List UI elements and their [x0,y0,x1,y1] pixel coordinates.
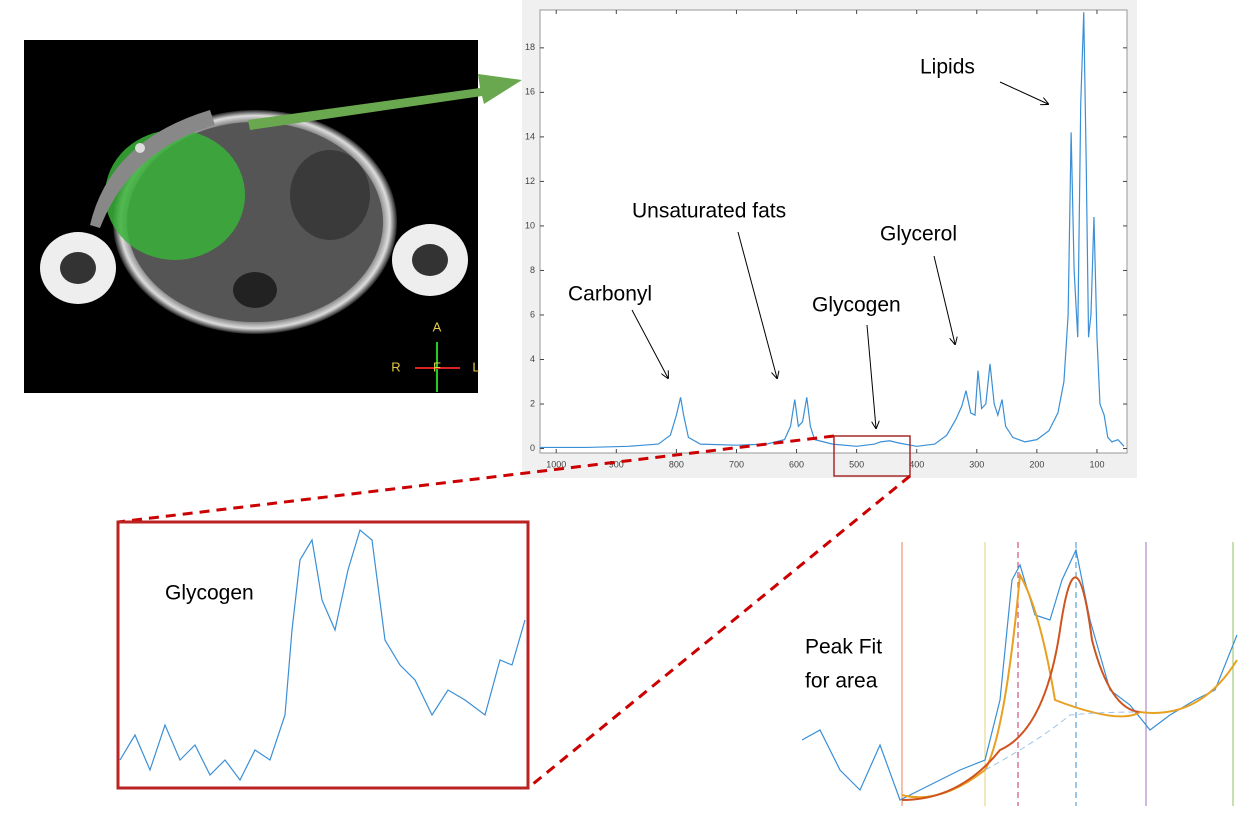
annotation-arrow [866,324,876,428]
y-tick-label: 12 [525,176,535,186]
x-tick-label: 100 [1089,459,1104,469]
pointer-arrow [248,74,522,130]
plot-area [539,9,1128,454]
annotation: Glycogen [812,294,901,317]
x-tick-label: 600 [789,459,804,469]
orientation-label: R [391,359,400,374]
annotation-arrow [933,255,955,344]
x-tick-label: 700 [729,459,744,469]
orientation-label: F [433,359,441,374]
x-tick-label: 200 [1029,459,1044,469]
y-tick-label: 10 [525,220,535,230]
x-tick-label: 300 [969,459,984,469]
spectrum: 0 2 4 6 8 10 12 14 16 18 1000 900 800 700 600 500 400 300… [525,10,1127,469]
annotation: Glycerol [880,223,957,246]
y-tick-label: 8 [530,265,535,275]
x-tick-label: 800 [669,459,684,469]
inset-box [116,520,530,790]
y-tick-label: 4 [530,354,535,364]
y-tick-label: 16 [525,87,535,97]
peak-fit-label: Peak Fit [805,636,882,659]
orientation-label: L [472,359,479,374]
peak-fit [801,542,1238,806]
x-tick-label: 500 [849,459,864,469]
annotation: Carbonyl [568,283,652,306]
y-tick-label: 0 [530,443,535,453]
annotation: Lipids [920,56,975,79]
annotation-arrow [999,81,1048,104]
mri-image: A R F L [24,40,480,393]
peak-fit-label: for area [805,670,878,693]
annotation-arrow [631,309,668,378]
y-tick-label: 2 [530,398,535,408]
y-tick-label: 6 [530,309,535,319]
x-tick-label: 400 [909,459,924,469]
orientation-label: A [433,319,442,334]
inset-spectrum [119,528,526,782]
zoom-line [527,474,911,790]
zoom-line [117,434,835,524]
y-tick-label: 14 [525,131,535,141]
annotation-arrow [737,231,777,378]
y-tick-label: 18 [525,42,535,52]
annotation: Unsaturated fats [632,200,786,223]
inset-label: Glycogen [165,582,254,605]
x-tick-label: 1000 [546,459,566,469]
x-tick-label: 900 [609,459,624,469]
zoom-region [833,435,911,477]
